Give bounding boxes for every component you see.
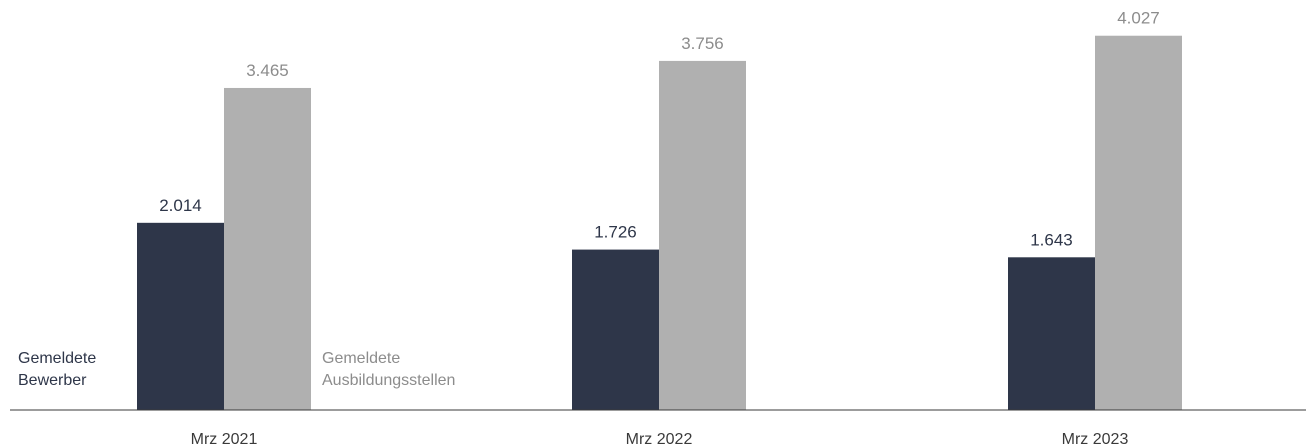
bar-ausbildungsstellen-2 xyxy=(659,60,746,411)
value-label-bewerber-3: 1.643 xyxy=(1030,230,1073,249)
bar-bewerber-1 xyxy=(137,222,224,410)
category-label-2: Mrz 2022 xyxy=(626,431,693,448)
category-label-1: Mrz 2021 xyxy=(191,431,258,448)
value-label-ausbildungsstellen-1: 3.465 xyxy=(246,61,289,80)
bar-bewerber-3 xyxy=(1008,257,1095,410)
bar-ausbildungsstellen-3 xyxy=(1095,35,1182,410)
legend-bewerber-line-1: Gemeldete xyxy=(18,350,96,367)
value-labels-layer: 2.014 3.465 1.726 3.756 1.643 4.027 xyxy=(159,9,1160,250)
value-label-bewerber-1: 2.014 xyxy=(159,196,202,215)
category-label-3: Mrz 2023 xyxy=(1062,431,1129,448)
legend-ausbildungsstellen-line-1: Gemeldete xyxy=(322,350,400,367)
value-label-ausbildungsstellen-2: 3.756 xyxy=(681,34,724,53)
legend-bewerber-line-2: Bewerber xyxy=(18,372,87,389)
legend-ausbildungsstellen-line-2: Ausbildungsstellen xyxy=(322,372,455,389)
legend: Gemeldete Bewerber Gemeldete Ausbildungsste… xyxy=(18,350,455,389)
category-labels-layer: Mrz 2021 Mrz 2022 Mrz 2023 xyxy=(191,431,1129,448)
value-label-ausbildungsstellen-3: 4.027 xyxy=(1117,9,1160,28)
bar-bewerber-2 xyxy=(572,249,659,410)
value-label-bewerber-2: 1.726 xyxy=(594,223,637,242)
bars-layer xyxy=(137,35,1182,411)
bar-ausbildungsstellen-1 xyxy=(224,87,311,410)
